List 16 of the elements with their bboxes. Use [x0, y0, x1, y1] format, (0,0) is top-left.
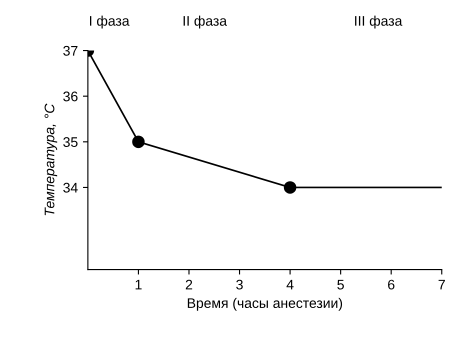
- y-tick-label: 36: [63, 92, 78, 102]
- x-axis-title: Время (часы анестезии): [188, 298, 342, 311]
- x-tick-label: 6: [388, 280, 394, 290]
- y-tick-label: 34: [63, 182, 78, 193]
- y-tick-label: 35: [63, 137, 78, 147]
- x-tick-label: 3: [236, 280, 243, 290]
- y-axis-title: Температура, °C: [44, 104, 58, 216]
- x-tick-label: 7: [438, 280, 445, 290]
- x-tick-label: 4: [286, 280, 294, 290]
- text: III фаза: [355, 16, 402, 29]
- y-tick-label: 37: [63, 46, 78, 56]
- x-tick-label: 5: [337, 280, 344, 290]
- text: I фаза: [90, 16, 130, 29]
- text: II фаза: [184, 16, 227, 29]
- x-tick-label: 2: [186, 280, 192, 290]
- x-tick-label: 1: [136, 280, 142, 290]
